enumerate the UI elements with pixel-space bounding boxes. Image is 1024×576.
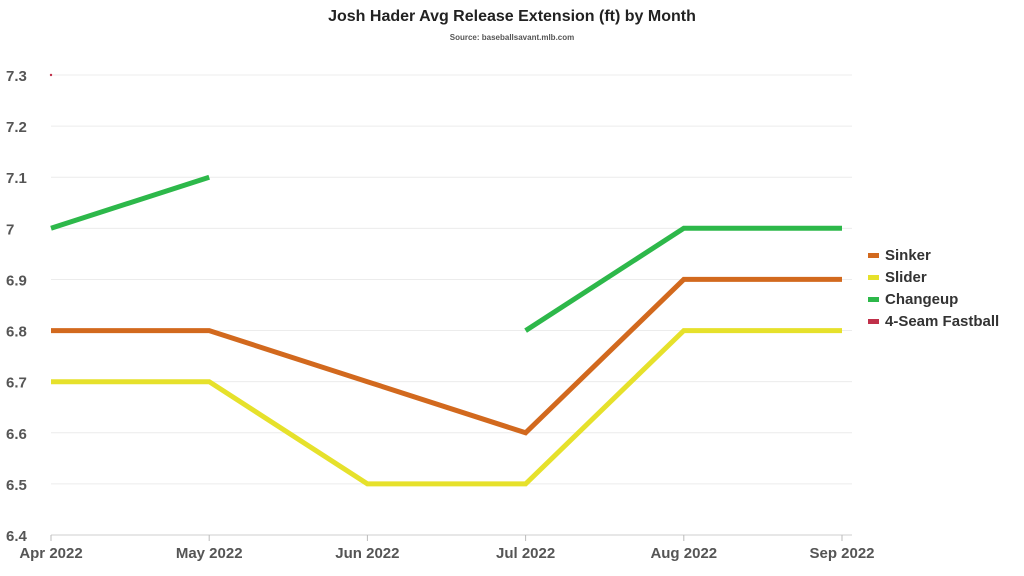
legend-item: 4-Seam Fastball	[868, 310, 999, 332]
y-tick-label: 6.7	[6, 375, 27, 392]
x-tick-label: Jul 2022	[496, 545, 555, 562]
y-tick-label: 6.8	[6, 324, 27, 341]
y-tick-label: 7.1	[6, 170, 27, 187]
legend-swatch	[868, 318, 879, 324]
series-line-changeup	[50, 174, 210, 231]
x-tick-label: May 2022	[176, 545, 243, 562]
legend-label: 4-Seam Fastball	[885, 312, 1000, 330]
y-axis-ticks: 6.4 6.5 6.6 6.7 6.8 6.9 7 7.1 7.2 7.3	[6, 68, 28, 545]
series-line-slider	[51, 328, 842, 487]
x-tick-label: Jun 2022	[335, 545, 399, 562]
x-tick-label: Sep 2022	[809, 545, 874, 562]
series-lines	[49, 73, 842, 487]
x-tick-label: Aug 2022	[650, 545, 717, 562]
chart-title: Josh Hader Avg Release Extension (ft) by…	[328, 8, 696, 25]
y-tick-label: 6.4	[6, 528, 28, 545]
legend-swatch	[868, 296, 879, 302]
x-tick-label: Apr 2022	[19, 545, 82, 562]
legend-label: Slider	[885, 268, 927, 286]
series-line-changeup	[524, 225, 842, 333]
series-point-4-seam-fastball	[49, 73, 53, 77]
chart-subtitle: Source: baseballsavant.mlb.com	[449, 33, 575, 42]
gridlines	[51, 74, 852, 536]
y-tick-label: 7.3	[6, 68, 27, 85]
legend-swatch	[868, 274, 879, 280]
legend-item: Slider	[868, 266, 999, 288]
y-tick-label: 6.6	[6, 426, 27, 443]
legend-label: Changeup	[885, 290, 959, 308]
y-tick-label: 6.9	[6, 272, 27, 289]
legend: Sinker Slider Changeup 4-Seam Fastball	[868, 244, 999, 332]
legend-label: Sinker	[885, 246, 931, 264]
legend-item: Sinker	[868, 244, 999, 266]
y-tick-label: 7	[6, 221, 14, 238]
y-tick-label: 6.5	[6, 477, 27, 494]
series-line-sinker	[51, 276, 842, 436]
legend-swatch	[868, 252, 879, 258]
legend-item: Changeup	[868, 288, 999, 310]
x-axis-ticks: Apr 2022 May 2022 Jun 2022 Jul 2022 Aug 2022…	[19, 535, 875, 562]
y-tick-label: 7.2	[6, 119, 27, 136]
